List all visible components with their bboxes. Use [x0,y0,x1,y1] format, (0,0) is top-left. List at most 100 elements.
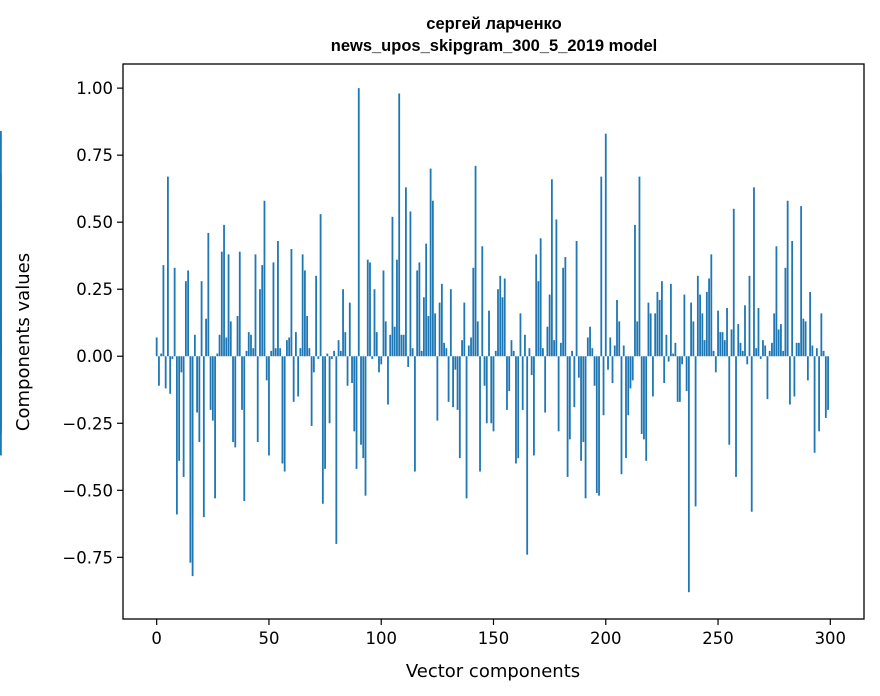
bar-40 [245,350,248,357]
bar-5 [167,176,169,357]
bar-37 [238,251,241,357]
bar-222 [654,313,657,357]
bar-290 [806,356,809,381]
bar-101 [382,270,385,357]
bar-63 [297,356,300,397]
bar-276 [775,246,778,357]
bar-56 [281,356,284,464]
bar-297 [822,350,825,357]
bar-34 [232,356,234,443]
bar-229 [669,283,672,357]
bar-150 [492,356,495,432]
bar-281 [786,200,789,357]
bar-274 [771,342,773,357]
bar-31 [225,337,228,357]
bar-186 [573,356,576,408]
bar-245 [705,291,708,357]
bar-82 [339,350,342,357]
bar-81 [337,340,340,357]
chart-title: сергей ларченко [426,15,561,33]
bar-255 [728,356,731,445]
bar-291 [809,291,812,357]
bar-213 [634,224,636,357]
bar-undefined [0,356,2,434]
bar-299 [827,356,829,410]
bar-18 [196,356,198,413]
bar-212 [631,356,634,381]
bar-96 [371,356,374,359]
bar-48 [263,200,266,357]
bar-61 [292,356,295,402]
bar-52 [272,262,275,357]
bar-280 [784,267,787,357]
bar-215 [638,176,641,357]
bar-159 [512,350,515,357]
bar-267 [755,348,758,357]
bar-199 [602,356,605,416]
bar-55 [279,348,282,357]
bar-181 [562,267,565,357]
bar-59 [288,337,291,357]
bar-185 [571,350,573,357]
bar-207 [620,356,623,475]
bar-270 [762,340,764,357]
bar-230 [672,353,675,357]
bar-268 [757,307,760,357]
bar-8 [173,267,176,357]
bar-78 [330,356,333,359]
x-tick-label: 100 [365,629,397,648]
bar-178 [555,219,558,357]
bar-177 [553,340,556,357]
bars-group [0,88,829,593]
bar-148 [488,310,490,357]
bar-45 [256,356,259,443]
bar-122 [429,168,432,357]
bar-97 [373,289,376,357]
bar-103 [387,356,389,405]
bar-262 [744,305,746,357]
bar-undefined [0,337,2,357]
bar-93 [364,356,367,496]
bar-126 [438,302,441,357]
bar-66 [303,270,306,357]
y-tick-label: 0.00 [76,347,113,366]
bar-98 [375,332,378,357]
bar-272 [766,356,769,400]
bar-256 [730,329,733,357]
bar-257 [732,208,735,357]
bar-206 [618,321,621,357]
bar-265 [750,356,753,512]
bar-92 [362,356,365,459]
bar-293 [813,356,816,453]
bar-33 [229,321,232,357]
bar-170 [537,281,540,357]
bar-20 [200,281,203,357]
y-tick-label: 0.75 [76,146,113,165]
bar-6 [169,356,172,394]
bar-251 [719,332,722,357]
bar-152 [497,289,499,357]
bar-2 [160,353,163,357]
bar-231 [674,342,677,357]
bar-24 [209,356,212,410]
bar-136 [461,340,463,357]
bar-165 [526,356,529,555]
bar-197 [598,356,600,496]
bar-35 [234,356,237,448]
x-tick-label: 250 [702,629,734,648]
bar-147 [485,356,488,424]
bar-105 [391,216,394,357]
bar-102 [384,321,387,357]
bar-279 [782,350,785,357]
bar-240 [694,356,697,507]
bar-196 [595,356,598,493]
bar-173 [544,356,547,413]
bar-243 [701,313,704,357]
bar-221 [652,356,654,397]
bar-137 [463,302,466,357]
bar-154 [501,297,504,357]
bar-210 [627,356,630,416]
bar-79 [333,350,335,357]
bar-191 [584,356,587,499]
bar-283 [791,240,794,357]
